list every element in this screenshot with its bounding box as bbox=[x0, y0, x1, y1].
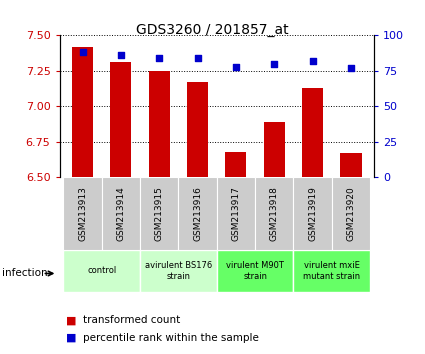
Bar bbox=[217, 177, 255, 250]
Text: ■: ■ bbox=[66, 315, 76, 325]
Bar bbox=[178, 177, 217, 250]
Bar bbox=[140, 250, 217, 292]
Text: GSM213914: GSM213914 bbox=[116, 186, 125, 241]
Text: percentile rank within the sample: percentile rank within the sample bbox=[83, 333, 259, 343]
Bar bbox=[72, 47, 93, 177]
Text: avirulent BS176
strain: avirulent BS176 strain bbox=[145, 261, 212, 280]
Point bbox=[271, 61, 278, 67]
Bar bbox=[293, 250, 370, 292]
Text: GSM213917: GSM213917 bbox=[232, 186, 241, 241]
Bar bbox=[140, 177, 178, 250]
Text: transformed count: transformed count bbox=[83, 315, 180, 325]
Bar bbox=[340, 153, 362, 177]
Bar bbox=[332, 177, 370, 250]
Text: virulent mxiE
mutant strain: virulent mxiE mutant strain bbox=[303, 261, 360, 280]
Text: GSM213919: GSM213919 bbox=[308, 186, 317, 241]
Text: GSM213920: GSM213920 bbox=[346, 186, 355, 241]
Text: GSM213916: GSM213916 bbox=[193, 186, 202, 241]
Bar bbox=[149, 71, 170, 177]
Text: ■: ■ bbox=[66, 333, 76, 343]
Bar bbox=[187, 82, 208, 177]
Text: infection: infection bbox=[2, 268, 48, 278]
Text: GSM213915: GSM213915 bbox=[155, 186, 164, 241]
Text: GSM213913: GSM213913 bbox=[78, 186, 87, 241]
Bar bbox=[225, 152, 246, 177]
Text: GSM213918: GSM213918 bbox=[270, 186, 279, 241]
Point bbox=[232, 64, 239, 69]
Point bbox=[194, 55, 201, 61]
Bar bbox=[63, 177, 102, 250]
Bar bbox=[63, 250, 140, 292]
Text: control: control bbox=[87, 266, 116, 275]
Point bbox=[309, 58, 316, 64]
Text: GDS3260 / 201857_at: GDS3260 / 201857_at bbox=[136, 23, 289, 37]
Point bbox=[348, 65, 354, 71]
Bar bbox=[302, 88, 323, 177]
Point bbox=[117, 52, 124, 58]
Bar bbox=[102, 177, 140, 250]
Bar bbox=[264, 122, 285, 177]
Text: virulent M90T
strain: virulent M90T strain bbox=[226, 261, 284, 280]
Point bbox=[79, 50, 86, 55]
Bar bbox=[255, 177, 293, 250]
Bar bbox=[217, 250, 293, 292]
Point bbox=[156, 55, 163, 61]
Bar bbox=[110, 62, 131, 177]
Bar bbox=[293, 177, 332, 250]
